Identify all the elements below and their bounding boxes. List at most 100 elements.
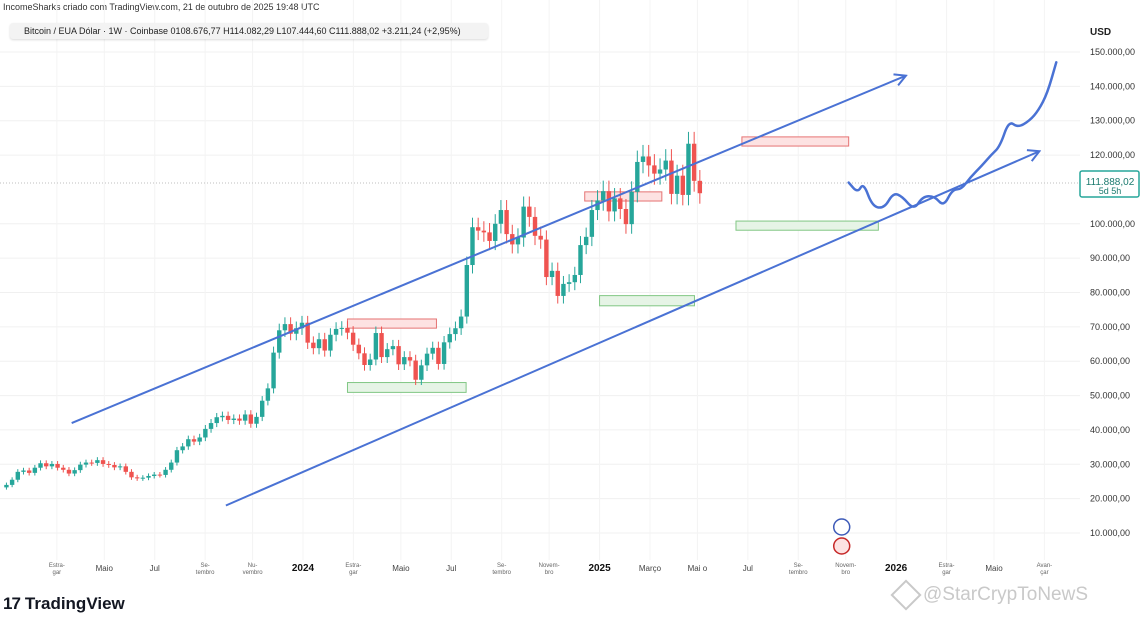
candle [174,446,180,466]
candle-body [657,169,663,174]
candle [555,262,560,304]
candle-body [4,484,9,488]
candle [259,396,265,422]
candle-body [305,322,310,343]
candle-body [669,160,674,194]
price-tick-label: 20.000,00 [1090,494,1130,504]
time-tick-label: Se- [497,563,506,569]
candle-body [623,209,629,225]
candle [72,467,77,477]
candle-body [214,417,219,424]
candle [458,309,464,335]
candle [55,461,60,471]
time-tick-label: 2026 [885,563,908,574]
price-tick-label: 40.000,00 [1090,425,1130,435]
candle [538,226,543,249]
candle-body [208,423,214,429]
candle [419,359,424,386]
candle-body [640,156,646,162]
candle-body [481,230,487,233]
candle [89,459,94,466]
candle [430,341,435,360]
channel-lower-line [225,152,1039,507]
candle-body [572,274,577,283]
price-zones [346,136,879,393]
time-tick-label: Novem- [539,563,560,569]
price-tick-label: 50.000,00 [1090,391,1130,401]
time-tick-label: Nu- [248,563,258,569]
candle-body [191,439,197,442]
candle [623,198,629,234]
candle [566,274,572,292]
tradingview-logo-text: TradingView [24,594,125,613]
candle [362,347,367,371]
candle-body [26,470,32,473]
time-tick-label: Mai o [688,564,708,573]
candle [413,354,418,386]
candle-body [271,352,276,389]
candle [350,326,356,351]
candle [583,227,589,255]
candle [475,217,481,241]
channel-lines [71,61,1058,507]
time-tick-label: 2024 [292,563,315,574]
candle-body [686,143,691,195]
candle [549,262,555,286]
price-axis: USD 150.000,00 140.000,00 130.000,00 120.000… [1082,0,1146,560]
candle [152,471,157,479]
candle-body [464,265,470,317]
candle [322,332,327,357]
candle [248,410,254,428]
candle-body [203,428,208,438]
candle [356,338,362,360]
candle-body [379,333,384,358]
candle-body [231,418,236,420]
candle-body [566,282,572,284]
price-tick-label: 70.000,00 [1090,322,1130,332]
price-tick-label: 10.000,00 [1090,528,1130,538]
price-tick-label: 100.000,00 [1090,219,1135,229]
candle [299,315,305,335]
candle-body [38,463,43,468]
candle-body [635,161,640,192]
candle [191,435,197,446]
candle-body [453,328,458,335]
candle [402,351,407,370]
candle-body [316,339,322,349]
time-axis: Estra-gar Maio Jul Se-tembro Nu-vembro 2024 Es… [49,518,1052,576]
candle-body [106,463,111,465]
candle-body [259,400,265,417]
candle-body [311,342,316,349]
time-tick-label: vembro [243,570,264,576]
time-tick-label: bro [841,570,850,576]
time-tick-label: Jul [150,564,160,573]
candle-body [322,339,327,351]
candle [38,460,43,471]
candle [572,266,577,291]
candle [691,131,697,192]
candle [669,149,674,205]
candle-body [157,474,163,476]
flag-icon [832,537,851,555]
candle-body [470,227,475,266]
candle-body [447,334,452,343]
price-axis-bg [1082,0,1146,560]
candle [606,180,612,222]
candle [453,321,458,341]
price-tick-label: 60.000,00 [1090,356,1130,366]
candle-body [652,165,657,174]
candle-body [561,283,566,296]
candle [123,463,128,475]
candle [316,332,322,355]
candle [311,336,316,355]
candle-body [129,471,134,478]
candle-body [117,466,123,468]
candle-body [589,210,595,237]
candle [140,475,146,481]
candle [447,327,452,349]
price-tick-label: 150.000,00 [1090,47,1135,57]
candle-body [356,344,362,354]
symbol-legend[interactable]: Bitcoin / EUA Dólar · 1W · Coinbase 0108… [10,23,488,39]
